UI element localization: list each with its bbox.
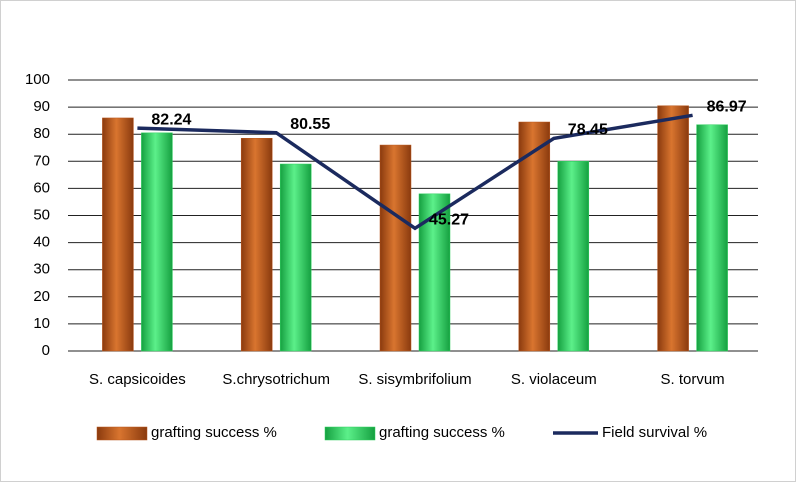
y-tick-label: 100 [25,71,50,88]
y-tick-label: 40 [33,234,50,251]
x-tick-label: S.chrysotrichum [222,371,330,388]
y-tick-label: 60 [33,179,50,196]
data-label: 86.97 [707,99,747,116]
bar [418,193,451,352]
line-series [137,113,693,231]
bar [657,105,689,352]
legend-label: Field survival % [602,424,707,441]
bar [557,161,590,352]
legend-label: grafting success % [151,424,277,441]
y-tick-label: 90 [33,98,50,115]
legend-swatch [96,426,148,441]
x-tick-label: S. violaceum [511,371,597,388]
bar [279,163,312,352]
y-tick-label: 50 [33,206,50,223]
y-tick-label: 10 [33,315,50,332]
data-label: 45.27 [429,212,469,229]
y-tick-label: 20 [33,288,50,305]
y-tick-label: 80 [33,125,50,142]
data-label: 80.55 [290,116,330,133]
data-label: 78.45 [568,122,608,139]
y-tick-label: 30 [33,261,50,278]
x-tick-label: S. sisymbrifolium [358,371,471,388]
bar [518,121,551,352]
bar [240,138,273,352]
bar [379,144,412,352]
data-label: 82.24 [151,111,191,128]
x-tick-label: S. torvum [661,371,725,388]
bar [102,117,134,352]
y-tick-label: 0 [42,342,50,359]
bar [141,132,173,352]
y-tick-label: 70 [33,152,50,169]
legend-label: grafting success % [379,424,505,441]
legend-swatch [324,426,376,441]
x-tick-label: S. capsicoides [89,371,186,388]
bar [696,124,728,352]
